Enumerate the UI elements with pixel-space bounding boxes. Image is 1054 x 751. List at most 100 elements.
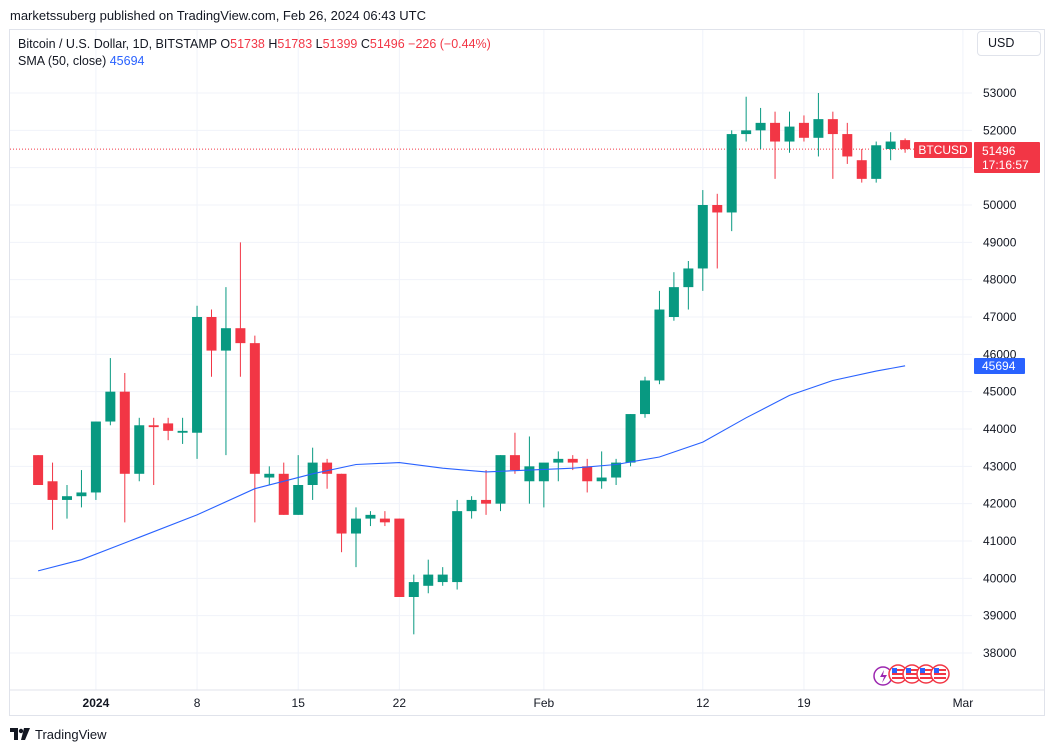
candle[interactable]	[784, 111, 795, 153]
candle[interactable]	[408, 574, 419, 635]
candle[interactable]	[481, 470, 492, 515]
y-tick-label: 47000	[983, 310, 1017, 324]
candle-body	[885, 141, 896, 149]
candle[interactable]	[770, 111, 781, 179]
candle[interactable]	[437, 567, 448, 586]
candle[interactable]	[625, 414, 636, 467]
change-value: −226 (−0.44%)	[408, 37, 491, 51]
us-flag-event-icon	[930, 664, 950, 684]
y-tick-label: 40000	[983, 571, 1017, 585]
candle[interactable]	[538, 462, 549, 508]
tradingview-logo[interactable]: TradingView	[10, 725, 107, 743]
candle[interactable]	[596, 451, 607, 489]
candle[interactable]	[668, 272, 679, 321]
ticker-tag: BTCUSD	[914, 142, 972, 158]
candle-body	[293, 485, 304, 515]
candle[interactable]	[842, 122, 853, 164]
candle[interactable]	[509, 432, 520, 474]
candle-body	[611, 462, 622, 478]
candle-body	[813, 119, 824, 138]
candle-body	[668, 287, 679, 317]
candle[interactable]	[813, 93, 824, 157]
candle[interactable]	[264, 466, 275, 485]
candle[interactable]	[567, 455, 578, 471]
candle[interactable]	[582, 458, 593, 493]
high-value: 51783	[277, 37, 313, 51]
candle-body	[423, 574, 434, 586]
candle[interactable]	[697, 190, 708, 291]
candle[interactable]	[351, 507, 361, 568]
candle[interactable]	[365, 511, 376, 527]
candle[interactable]	[47, 462, 58, 530]
candle[interactable]	[394, 518, 405, 597]
candle-body	[654, 309, 665, 381]
candle[interactable]	[379, 511, 390, 527]
candle[interactable]	[611, 458, 622, 485]
candle-body	[336, 473, 347, 534]
candle[interactable]	[177, 417, 188, 444]
event-icons[interactable]	[873, 664, 950, 686]
candle[interactable]	[293, 455, 304, 515]
candle-body	[148, 425, 159, 428]
x-tick-label: 22	[393, 696, 407, 710]
candle[interactable]	[220, 287, 231, 456]
candle[interactable]	[856, 149, 867, 183]
candle[interactable]	[755, 107, 766, 149]
candle[interactable]	[452, 499, 463, 590]
candle[interactable]	[712, 193, 723, 269]
candle[interactable]	[466, 496, 477, 519]
chart-frame	[9, 29, 1045, 716]
candle[interactable]	[90, 421, 101, 500]
currency-button[interactable]: USD	[977, 31, 1041, 56]
y-tick-label: 45000	[983, 385, 1017, 399]
candle-body	[119, 391, 130, 474]
candle[interactable]	[827, 111, 838, 179]
sma-label[interactable]: SMA (50, close)	[18, 54, 107, 68]
candle[interactable]	[798, 115, 809, 142]
candle[interactable]	[885, 132, 896, 161]
candle-body	[220, 328, 231, 351]
candle-body	[76, 492, 87, 497]
y-tick-label: 44000	[983, 422, 1017, 436]
candle[interactable]	[148, 417, 159, 485]
candle[interactable]	[192, 305, 203, 459]
candle[interactable]	[134, 417, 145, 482]
candle-body	[264, 473, 275, 478]
sma-line	[37, 365, 906, 572]
candle-body	[481, 499, 492, 504]
candle[interactable]	[495, 455, 506, 512]
candle[interactable]	[206, 309, 217, 377]
candle[interactable]	[119, 373, 130, 523]
candle[interactable]	[683, 261, 694, 310]
close-value: 51496	[369, 37, 405, 51]
candle[interactable]	[278, 462, 289, 515]
candle[interactable]	[900, 138, 911, 153]
candle-body	[741, 130, 752, 135]
candle[interactable]	[105, 358, 116, 426]
y-tick-label: 49000	[983, 235, 1017, 249]
candle[interactable]	[640, 376, 650, 418]
candle[interactable]	[741, 96, 752, 142]
candle[interactable]	[553, 451, 564, 482]
candle-body	[365, 514, 376, 519]
candle[interactable]	[249, 335, 260, 523]
candle-body	[47, 481, 58, 500]
candle[interactable]	[726, 130, 737, 232]
candle[interactable]	[33, 455, 44, 485]
candle-body	[625, 414, 636, 463]
symbol-label[interactable]: Bitcoin / U.S. Dollar, 1D, BITSTAMP	[18, 37, 217, 51]
candle[interactable]	[235, 242, 246, 377]
candle[interactable]	[322, 458, 333, 489]
candle[interactable]	[336, 473, 347, 553]
candle-body	[509, 455, 520, 471]
candle[interactable]	[76, 470, 87, 508]
candle[interactable]	[654, 290, 665, 385]
candle[interactable]	[871, 141, 882, 183]
candle[interactable]	[423, 559, 434, 594]
candle[interactable]	[163, 417, 174, 441]
candles	[33, 93, 911, 635]
candle-body	[379, 518, 390, 523]
tradingview-logo-icon	[10, 728, 30, 740]
candle[interactable]	[62, 485, 72, 519]
